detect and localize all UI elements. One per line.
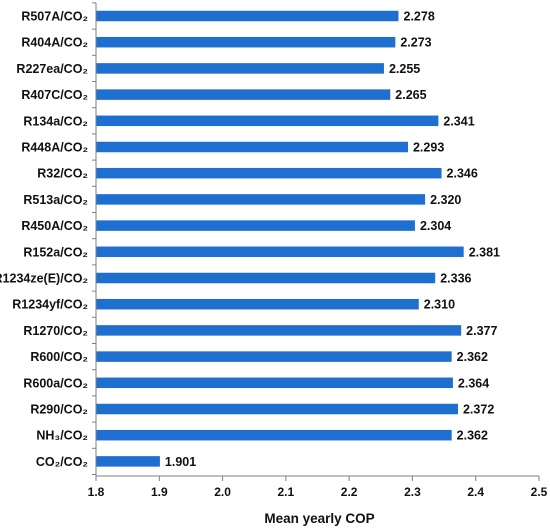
category-label: R450A/CO₂ — [21, 219, 88, 233]
category-label: R513a/CO₂ — [23, 193, 88, 207]
bar — [96, 298, 419, 310]
bar — [96, 89, 391, 100]
category-label: R290/CO₂ — [30, 403, 88, 417]
data-label: 2.381 — [469, 245, 500, 259]
category-label: R448A/CO₂ — [21, 141, 88, 155]
data-label: 2.310 — [424, 298, 455, 312]
x-tick-label: 1.9 — [151, 485, 168, 499]
x-tick-label: 1.8 — [88, 485, 105, 499]
data-label: 2.377 — [466, 324, 497, 338]
bar — [96, 325, 462, 336]
category-label: R600/CO₂ — [30, 350, 88, 364]
bar — [96, 429, 452, 441]
bar — [96, 351, 452, 362]
bar — [96, 115, 439, 127]
data-label: 2.364 — [458, 376, 489, 390]
x-tick-label: 2.0 — [214, 485, 231, 499]
bar — [96, 220, 415, 231]
bars-group — [96, 10, 464, 467]
bar — [96, 63, 384, 74]
x-axis: 1.8 1.9 2.0 2.1 2.2 2.3 2.4 2.5 — [88, 2, 548, 499]
category-label: R227ea/CO₂ — [16, 62, 88, 76]
data-label: 2.372 — [463, 403, 494, 417]
category-label: NH₃/CO₂ — [36, 429, 88, 443]
data-label: 2.293 — [413, 141, 444, 155]
data-label: 2.273 — [400, 36, 431, 50]
bar — [96, 377, 453, 389]
data-label: 2.362 — [457, 429, 488, 443]
x-tick-label: 2.2 — [341, 485, 358, 499]
category-label: R134a/CO₂ — [23, 114, 88, 128]
data-label: 2.362 — [457, 350, 488, 364]
bar — [96, 10, 399, 22]
category-label: R1234ze(E)/CO₂ — [0, 272, 88, 286]
category-label: R152a/CO₂ — [23, 245, 88, 259]
data-label: 2.336 — [440, 272, 471, 286]
data-label: 2.265 — [395, 88, 426, 102]
bar — [96, 36, 396, 48]
x-tick-label: 2.4 — [467, 485, 484, 499]
category-label: CO₂/CO₂ — [36, 455, 88, 469]
category-labels: R507A/CO₂ R404A/CO₂ R227ea/CO₂ R407C/CO₂ R13… — [0, 10, 88, 469]
x-axis-title: Mean yearly COP — [264, 511, 374, 526]
data-label: 1.901 — [165, 455, 196, 469]
x-tick-label: 2.5 — [531, 485, 548, 499]
category-label: R507A/CO₂ — [21, 10, 88, 24]
bar — [96, 272, 436, 284]
data-label: 2.255 — [389, 62, 420, 76]
category-label: R600a/CO₂ — [23, 376, 88, 390]
bar — [96, 167, 442, 179]
bar — [96, 403, 458, 415]
data-label: 2.341 — [443, 114, 474, 128]
x-tick-label: 2.1 — [278, 485, 295, 499]
bar — [96, 141, 408, 153]
data-label: 2.304 — [420, 219, 451, 233]
category-label: R1270/CO₂ — [23, 324, 88, 338]
category-label: R407C/CO₂ — [21, 88, 88, 102]
category-label: R32/CO₂ — [37, 167, 88, 181]
x-tick-label: 2.3 — [404, 485, 421, 499]
bar — [96, 456, 160, 467]
category-label: R1234yf/CO₂ — [12, 298, 88, 312]
data-label: 2.278 — [404, 10, 435, 24]
bar — [96, 194, 426, 205]
bar — [96, 246, 464, 258]
data-label: 2.346 — [447, 167, 478, 181]
category-label: R404A/CO₂ — [21, 36, 88, 50]
data-label: 2.320 — [430, 193, 461, 207]
